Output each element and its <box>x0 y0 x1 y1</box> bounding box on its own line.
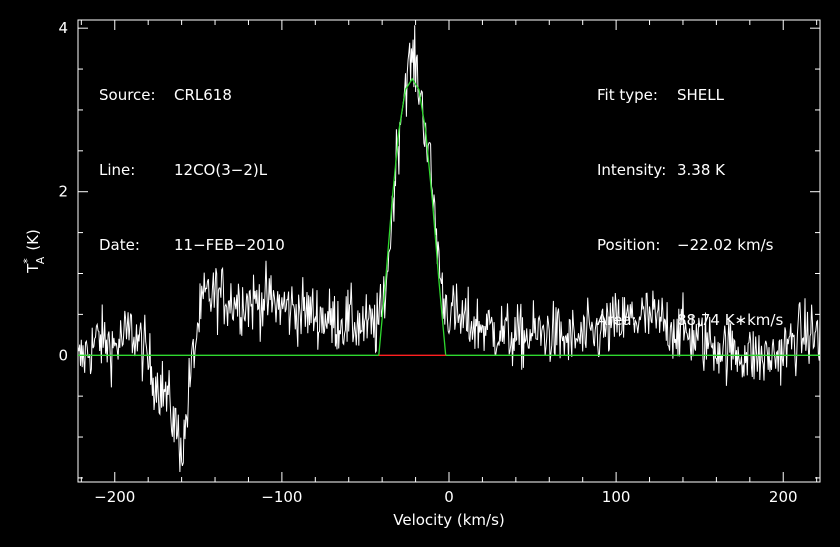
area-label: Area: <box>597 311 637 329</box>
y-axis-label: T*A(K) <box>21 229 47 274</box>
fit-type-value: SHELL <box>677 86 724 104</box>
svg-text:T*A(K): T*A(K) <box>21 229 47 274</box>
y-tick-label: 4 <box>58 19 68 37</box>
source-info: Source: CRL618 Line: 12CO(3−2)L Date: 11−FE… <box>99 33 285 283</box>
area-value: 88.74 K∗km/s <box>677 311 784 329</box>
x-tick-label: −200 <box>94 488 135 506</box>
date-value: 11−FEB−2010 <box>174 236 285 254</box>
date-row: Date: 11−FEB−2010 <box>99 233 285 258</box>
intensity-row: Intensity: 3.38 K <box>597 158 783 183</box>
x-tick-label: 200 <box>769 488 798 506</box>
position-row: Position: −22.02 km/s <box>597 233 783 258</box>
area-row: Area: 88.74 K∗km/s <box>597 308 783 333</box>
position-value: −22.02 km/s <box>677 236 774 254</box>
date-label: Date: <box>99 236 140 254</box>
line-label: Line: <box>99 161 136 179</box>
source-value: CRL618 <box>174 86 232 104</box>
spectrum-line <box>77 25 821 473</box>
line-value: 12CO(3−2)L <box>174 161 268 179</box>
y-tick-label: 0 <box>58 346 68 364</box>
source-label: Source: <box>99 86 156 104</box>
series-layer <box>77 25 821 473</box>
fit-line <box>78 77 820 356</box>
x-axis-label: Velocity (km/s) <box>393 511 504 529</box>
fit-info: Fit type: SHELL Intensity: 3.38 K Position… <box>597 33 783 358</box>
tick-labels: −200 −100 0 100 200 0 2 4 <box>58 19 797 506</box>
source-row: Source: CRL618 <box>99 83 285 108</box>
line-row: Line: 12CO(3−2)L <box>99 158 285 183</box>
x-tick-label: 100 <box>602 488 631 506</box>
intensity-label: Intensity: <box>597 161 667 179</box>
x-tick-label: −100 <box>261 488 302 506</box>
x-tick-label: 0 <box>444 488 454 506</box>
intensity-value: 3.38 K <box>677 161 726 179</box>
y-tick-label: 2 <box>58 183 68 201</box>
position-label: Position: <box>597 236 661 254</box>
fit-type-label: Fit type: <box>597 86 658 104</box>
fit-type-row: Fit type: SHELL <box>597 83 783 108</box>
axis-ticks <box>78 20 820 482</box>
